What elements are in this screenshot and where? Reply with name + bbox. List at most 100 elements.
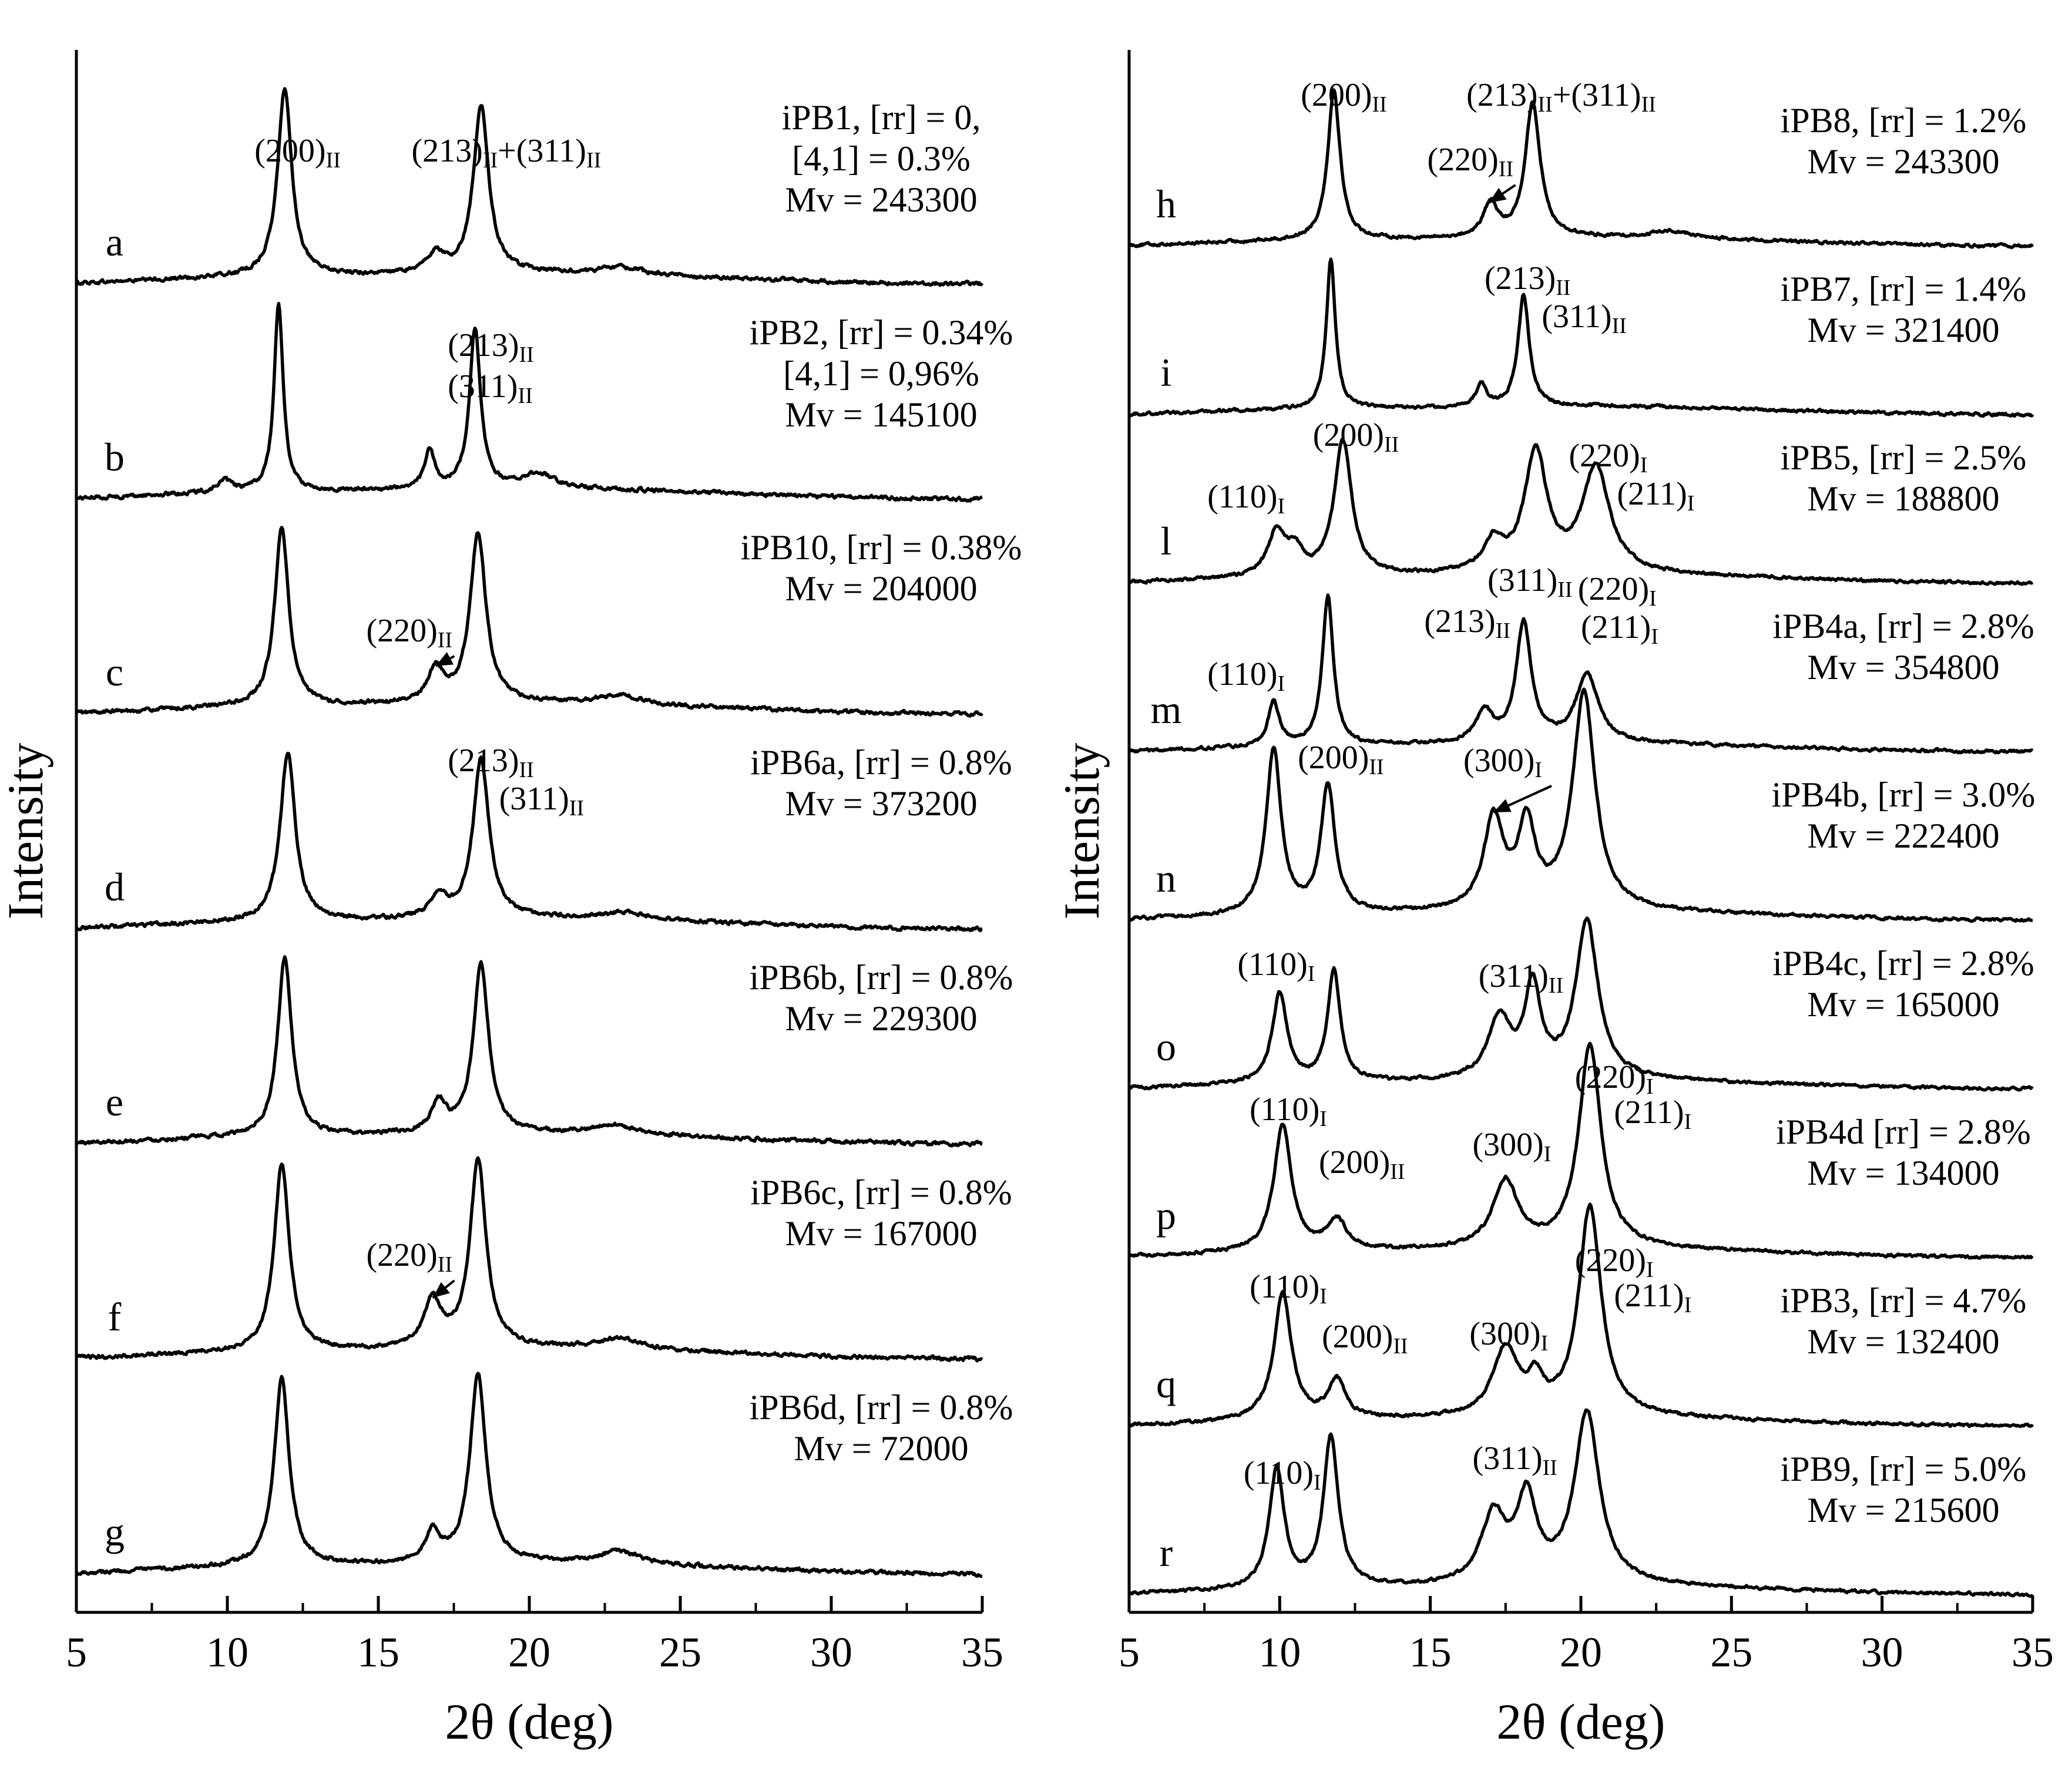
x-axis-title: 2θ (deg) [1496, 1693, 1665, 1750]
peak-index: (110) [1207, 479, 1277, 515]
peak-phase: I [1651, 624, 1658, 649]
x-tick-label: 30 [810, 1629, 852, 1676]
peak-label: (200)II [1322, 1319, 1408, 1359]
sample-label-line: iPB1, [rr] = 0, [782, 98, 981, 137]
peak-phase: I [1684, 1110, 1692, 1134]
xrd-trace-c [75, 526, 983, 718]
peak-phase: II [519, 758, 534, 782]
sample-label-line: Mv = 321400 [1807, 311, 1999, 349]
peak-label: (213)II [448, 327, 534, 367]
peak-label: (200)II [254, 133, 341, 173]
peak-label: (110)I [1250, 1091, 1327, 1131]
peak-phase: I [1278, 671, 1285, 696]
peak-index: (220) [1575, 1059, 1646, 1095]
peak-index: (311) [1542, 298, 1611, 335]
peak-label: (211)I [1617, 476, 1695, 516]
peak-label: (311)II [448, 368, 533, 408]
peak-label: (213)II+(311)II [412, 133, 602, 173]
curve-letter: p [1156, 1193, 1176, 1238]
peak-phase: I [1308, 962, 1315, 986]
peak-label: (220)II [366, 613, 452, 653]
curve-letter: f [108, 1295, 122, 1339]
peak-index: (311) [499, 781, 569, 817]
peak-index: (200) [1301, 77, 1372, 113]
peak-label: (110)I [1238, 946, 1315, 986]
peak-label: (220)I [1575, 1242, 1654, 1282]
peak-phase: I [1687, 491, 1695, 516]
peak-phase: II [518, 384, 532, 408]
sample-label-line: iPB9, [rr] = 5.0% [1781, 1450, 2027, 1488]
peak-label: (200)II [1319, 1144, 1405, 1184]
peak-index: (211) [1581, 609, 1651, 646]
peak-index: (213) [448, 742, 519, 779]
peak-index: (213) [1466, 77, 1537, 113]
x-tick-label: 25 [1710, 1629, 1752, 1676]
x-tick-label: 20 [508, 1629, 550, 1676]
peak-label: (300)I [1472, 1127, 1551, 1167]
peak-label: (200)II [1313, 417, 1399, 457]
peak-label: (110)I [1207, 656, 1285, 696]
peak-index: (311) [1479, 958, 1549, 994]
peak-index: (110) [1244, 1455, 1314, 1491]
peak-phase: II [1543, 1456, 1557, 1480]
curve-letter: l [1161, 519, 1172, 563]
sample-label-line: iPB6a, [rr] = 0.8% [750, 743, 1012, 782]
sample-label-line: Mv = 134000 [1807, 1154, 1999, 1192]
xrd-trace-n [1128, 687, 2034, 923]
x-axis-title: 2θ (deg) [445, 1693, 613, 1750]
sample-label-line: iPB6c, [rr] = 0.8% [750, 1173, 1012, 1212]
peak-index: (300) [1472, 1127, 1543, 1163]
peak-phase: II [1612, 314, 1627, 338]
peak-phase: I [1278, 494, 1285, 519]
xrd-trace-b [75, 301, 983, 503]
peak-label: (220)II [1428, 142, 1514, 181]
peak-phase: I [1640, 453, 1648, 478]
curve-letter: b [105, 435, 125, 479]
curve-letter: d [105, 865, 125, 909]
sample-label-line: iPB3, [rr] = 4.7% [1781, 1281, 2027, 1320]
peak-phase: I [1684, 1293, 1692, 1317]
curve-letter: i [1161, 350, 1172, 395]
x-tick-label: 15 [1409, 1629, 1452, 1676]
peak-index: (300) [1469, 1316, 1540, 1352]
curve-letter: n [1156, 856, 1176, 900]
sample-label-line: iPB6b, [rr] = 0.8% [750, 958, 1013, 997]
x-tick-label: 35 [2011, 1629, 2054, 1676]
sample-label-line: Mv = 167000 [785, 1214, 977, 1253]
peak-label: (311)II [1479, 958, 1564, 998]
peak-index: (311) [448, 368, 518, 405]
sample-label-line: Mv = 145100 [785, 395, 977, 434]
peak-index: (220) [1575, 1242, 1646, 1279]
y-axis-title: Intensity [0, 743, 53, 920]
peak-index: (213) [412, 133, 483, 169]
peak-label: (110)I [1207, 479, 1285, 519]
x-tick-label: 5 [1119, 1629, 1140, 1676]
peak-label: (213)II [1424, 603, 1510, 643]
peak-arrowhead [432, 1282, 450, 1298]
peak-index: (211) [1614, 1094, 1684, 1131]
peak-index: (220) [366, 613, 437, 649]
curve-letter: a [106, 220, 123, 264]
panel-right: 5 10 15 20 25 30 35 2θ (deg) Intensity h iPB8, [rr… [1053, 50, 2054, 1750]
peak-phase: I [1544, 1142, 1552, 1167]
peak-index: (200) [254, 133, 325, 169]
curve-letter: g [105, 1510, 125, 1554]
x-tick-label: 10 [1258, 1629, 1301, 1676]
sample-label-line: iPB7, [rr] = 1.4% [1781, 270, 2027, 308]
peak-label: (200)II [1301, 77, 1387, 117]
peak-arrowhead [1493, 799, 1512, 812]
sample-label-line: Mv = 72000 [794, 1429, 968, 1468]
sample-label-line: Mv = 132400 [1807, 1322, 1999, 1361]
peak-label: (213)II+(311)II [1466, 77, 1656, 117]
peak-index: (200) [1313, 417, 1384, 453]
peak-phase: II [519, 342, 534, 367]
peak-label: (311)II [499, 781, 585, 821]
peak-index: (213) [1485, 260, 1556, 297]
peak-phase: II [438, 1252, 452, 1277]
sample-label-line: iPB6d, [rr] = 0.8% [750, 1388, 1013, 1427]
peak-label: (300)I [1463, 742, 1542, 782]
peak-label: (220)I [1569, 438, 1647, 478]
xrd-trace-a [75, 87, 984, 287]
peak-phase: II [1499, 157, 1513, 181]
sample-label-line: iPB2, [rr] = 0.34% [750, 313, 1013, 352]
